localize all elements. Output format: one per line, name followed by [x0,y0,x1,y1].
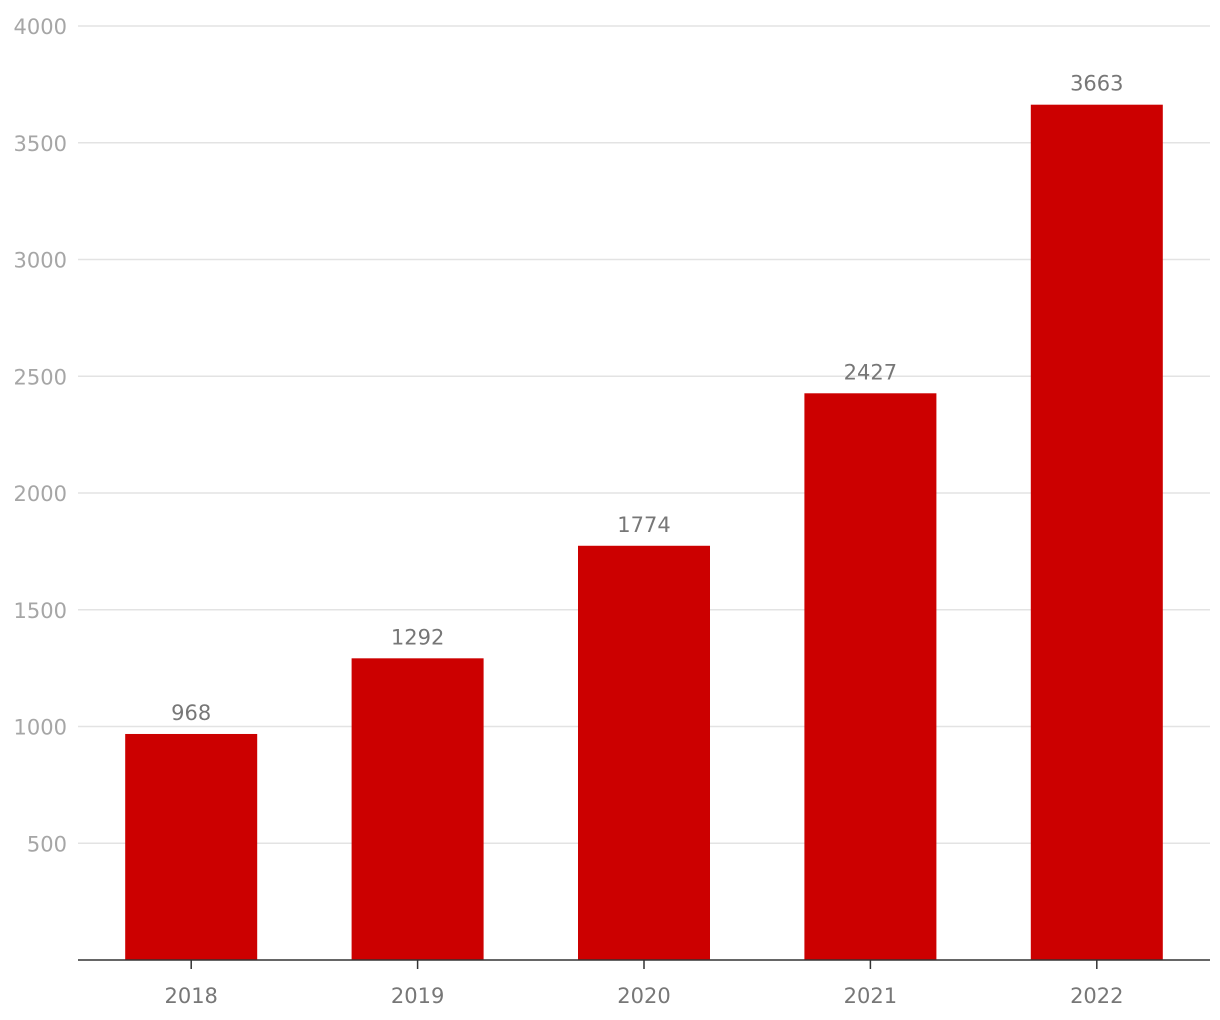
y-tick-label: 1000 [14,716,67,740]
y-tick-label: 1500 [14,599,67,623]
y-tick-label: 2000 [14,482,67,506]
x-tick-label-2021: 2021 [844,984,897,1008]
bar-2020 [578,545,710,960]
y-tick-label: 3000 [14,249,67,273]
x-tick-label-2022: 2022 [1070,984,1123,1008]
y-tick-label: 3500 [14,132,67,156]
x-tick-label-2019: 2019 [391,984,444,1008]
bars [125,104,1163,960]
data-label-2022: 3663 [1070,72,1123,96]
data-labels: 968 1292 1774 2427 3663 [171,72,1123,725]
bar-2021 [804,393,937,960]
bar-2019 [351,658,484,960]
y-axis-tick-labels: 500 1000 1500 2000 2500 3000 3500 4000 [14,15,67,856]
y-tick-label: 4000 [14,15,67,39]
data-label-2018: 968 [171,701,211,725]
bar-2022 [1030,104,1163,960]
x-tick-label-2018: 2018 [164,984,217,1008]
data-label-2019: 1292 [391,625,444,649]
data-label-2020: 1774 [617,513,670,537]
y-tick-label: 500 [27,832,67,856]
y-tick-label: 2500 [14,365,67,389]
x-tick-label-2020: 2020 [617,984,670,1008]
bar-2018 [125,733,258,960]
data-label-2021: 2427 [844,360,897,384]
x-axis-ticks: 2018 2019 2020 2021 2022 [164,960,1124,1008]
